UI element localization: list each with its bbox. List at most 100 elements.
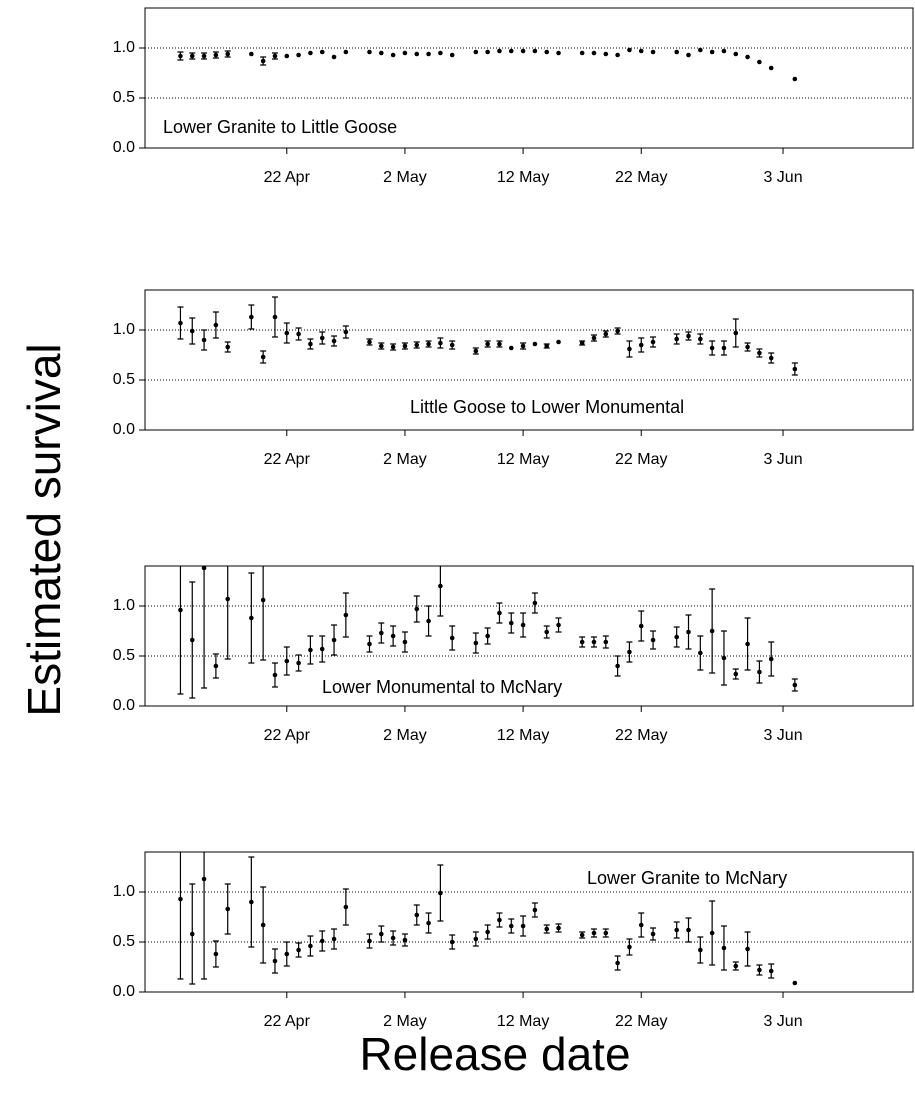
point bbox=[485, 49, 490, 55]
point bbox=[308, 341, 313, 347]
point bbox=[201, 876, 207, 882]
point bbox=[390, 935, 396, 941]
y-tick-label: 0.5 bbox=[113, 647, 135, 664]
point bbox=[379, 931, 384, 937]
y-tick-label: 0.0 bbox=[113, 421, 135, 438]
x-tick-label: 22 Apr bbox=[264, 727, 311, 744]
point bbox=[709, 49, 715, 55]
x-tick-label: 2 May bbox=[383, 1013, 427, 1030]
point bbox=[213, 663, 219, 669]
point bbox=[178, 607, 183, 613]
point bbox=[792, 366, 798, 372]
x-axis-label: Release date bbox=[359, 1028, 630, 1080]
point bbox=[674, 634, 679, 640]
point bbox=[449, 52, 455, 58]
point bbox=[201, 337, 207, 343]
plot-frame bbox=[144, 565, 914, 707]
point bbox=[485, 633, 490, 639]
y-tick-label: 0.5 bbox=[113, 371, 135, 388]
point bbox=[308, 943, 313, 949]
point bbox=[414, 912, 420, 918]
point bbox=[189, 328, 195, 334]
panel: 0.0 0.5 1.0 22 Apr 2 May 12 May 22 May 3 Jun Low… bbox=[113, 565, 914, 744]
point bbox=[674, 336, 679, 342]
point bbox=[745, 344, 750, 350]
x-tick-label: 2 May bbox=[383, 451, 427, 468]
x-tick-label: 3 Jun bbox=[763, 727, 802, 744]
point bbox=[650, 49, 656, 55]
point bbox=[650, 637, 656, 643]
y-tick-label: 0.0 bbox=[113, 983, 135, 1000]
point bbox=[627, 649, 632, 655]
point bbox=[627, 346, 632, 352]
plot-frame bbox=[144, 7, 914, 149]
point bbox=[497, 610, 502, 616]
point bbox=[508, 345, 514, 351]
point bbox=[449, 635, 455, 641]
point bbox=[296, 660, 301, 666]
panel: 0.0 0.5 1.0 22 Apr 2 May 12 May 22 May 3 Jun Lit… bbox=[113, 289, 914, 468]
x-tick-label: 22 Apr bbox=[264, 1013, 311, 1030]
point bbox=[390, 633, 396, 639]
marks bbox=[177, 852, 798, 986]
point bbox=[402, 343, 408, 349]
point bbox=[556, 50, 561, 56]
point bbox=[426, 618, 431, 624]
point bbox=[698, 947, 703, 953]
y-tick-label: 0.0 bbox=[113, 697, 135, 714]
point bbox=[319, 335, 325, 341]
point bbox=[591, 335, 597, 341]
point bbox=[390, 344, 396, 350]
y-tick-label: 1.0 bbox=[113, 321, 135, 338]
point bbox=[438, 340, 443, 346]
point bbox=[249, 899, 254, 905]
point bbox=[367, 339, 372, 345]
point bbox=[379, 343, 384, 349]
point bbox=[757, 669, 762, 675]
point bbox=[485, 341, 490, 347]
point bbox=[520, 48, 526, 54]
plot-frame bbox=[144, 851, 914, 993]
panel-label: Lower Granite to McNary bbox=[587, 868, 787, 888]
point bbox=[721, 48, 727, 54]
point bbox=[768, 355, 774, 361]
x-tick-label: 2 May bbox=[383, 169, 427, 186]
point bbox=[414, 342, 420, 348]
point bbox=[390, 52, 396, 58]
point bbox=[674, 927, 679, 933]
point bbox=[189, 931, 195, 937]
point bbox=[721, 345, 727, 351]
x-tick-label: 12 May bbox=[497, 1013, 549, 1030]
point bbox=[272, 672, 278, 678]
x-tick-label: 12 May bbox=[497, 451, 549, 468]
point bbox=[402, 50, 408, 56]
point bbox=[579, 50, 585, 56]
point bbox=[331, 936, 337, 942]
point bbox=[426, 51, 431, 57]
point bbox=[520, 622, 526, 628]
x-tick-label: 22 May bbox=[615, 727, 667, 744]
point bbox=[308, 50, 313, 56]
point bbox=[709, 628, 715, 634]
panel-label: Lower Granite to Little Goose bbox=[163, 117, 397, 137]
point bbox=[249, 314, 254, 320]
marks bbox=[177, 47, 798, 82]
point bbox=[284, 658, 290, 664]
y-tick-label: 1.0 bbox=[113, 39, 135, 56]
point bbox=[473, 640, 479, 646]
point bbox=[249, 615, 254, 621]
point bbox=[674, 49, 679, 55]
point bbox=[698, 336, 703, 342]
point bbox=[438, 583, 443, 589]
point bbox=[532, 907, 538, 913]
point bbox=[213, 52, 219, 58]
point bbox=[343, 612, 349, 618]
point bbox=[284, 951, 290, 957]
point bbox=[260, 58, 266, 64]
point bbox=[473, 348, 479, 354]
x-tick-label: 12 May bbox=[497, 169, 549, 186]
point bbox=[615, 663, 620, 669]
point bbox=[508, 48, 514, 54]
x-tick-label: 12 May bbox=[497, 727, 549, 744]
x-tick-label: 3 Jun bbox=[763, 451, 802, 468]
